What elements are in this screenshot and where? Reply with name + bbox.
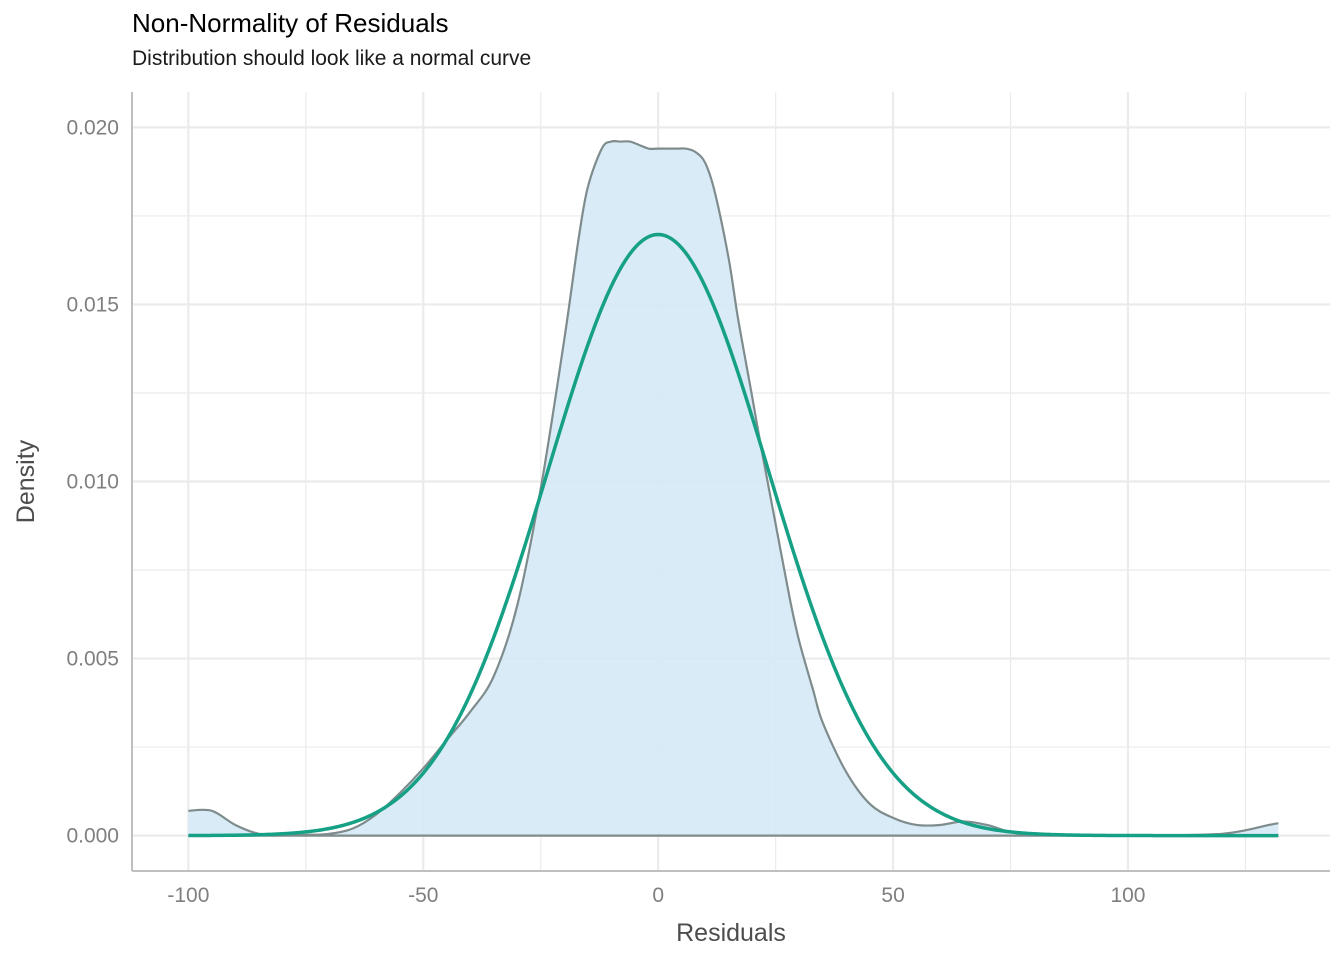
density-line: [188, 139, 1279, 837]
x-tick-label: 100: [1110, 884, 1145, 907]
x-tick-label: -100: [167, 884, 209, 907]
x-axis-title: Residuals: [676, 919, 786, 947]
x-tick-label: 0: [652, 884, 664, 907]
y-axis-title: Density: [12, 439, 40, 523]
normal-curve-line: [188, 232, 1279, 838]
y-tick-label: 0.020: [66, 116, 119, 139]
chart-subtitle: Distribution should look like a normal c…: [132, 47, 532, 70]
y-tick-label: 0.005: [66, 648, 119, 671]
y-tick-label: 0.000: [66, 825, 119, 848]
tick-labels: -100 -50 0 50 100 0.000 0.005 0.010 0.015 0.020: [66, 116, 1145, 907]
y-tick-label: 0.010: [66, 471, 119, 494]
x-tick-label: 50: [881, 884, 904, 907]
density-area: [188, 141, 1279, 836]
axes: [131, 92, 1330, 872]
data-layer: [188, 139, 1279, 838]
grid-lines: [132, 92, 1330, 871]
x-tick-label: -50: [408, 884, 438, 907]
chart-title: Non-Normality of Residuals: [132, 8, 449, 38]
y-tick-label: 0.015: [66, 293, 119, 316]
